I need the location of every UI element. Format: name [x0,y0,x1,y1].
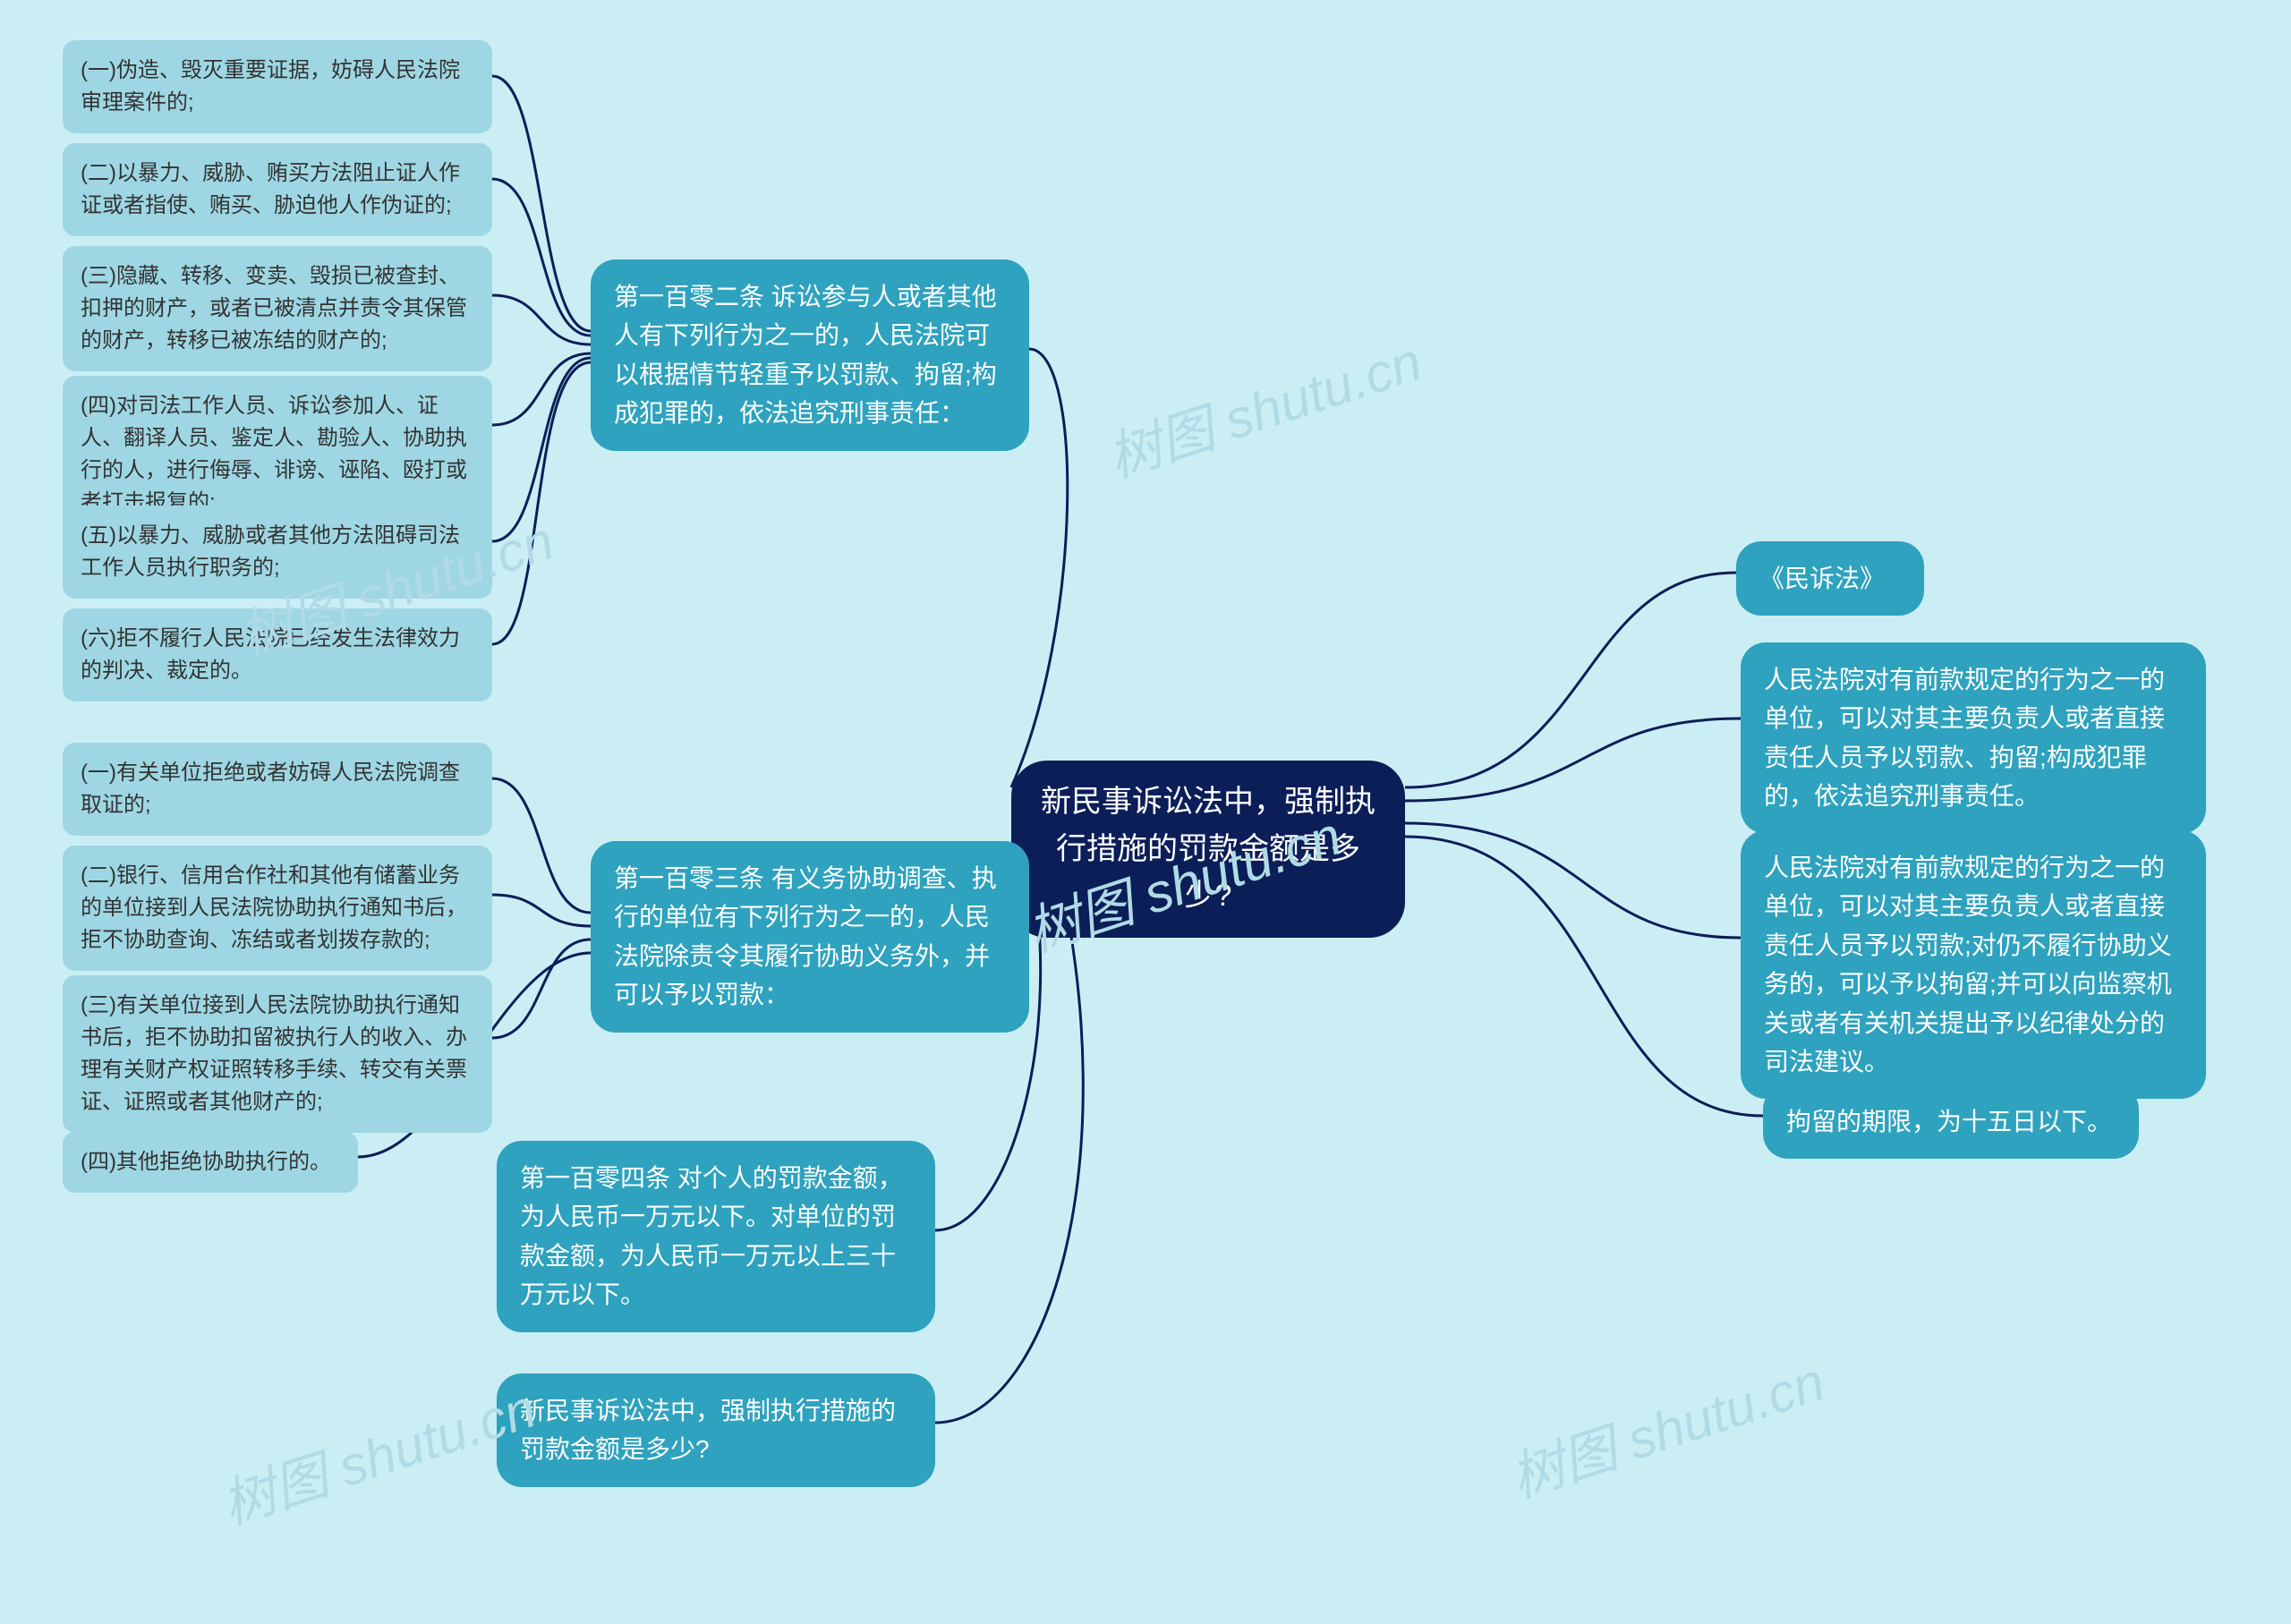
right-node-2-label: 人民法院对有前款规定的行为之一的单位，可以对其主要负责人或者直接责任人员予以罚款… [1764,848,2183,1081]
left-node-3[interactable]: 新民事诉讼法中，强制执行措施的罚款金额是多少? [497,1373,935,1487]
right-node-1-label: 人民法院对有前款规定的行为之一的单位，可以对其主要负责人或者直接责任人员予以罚款… [1764,660,2183,816]
center-node[interactable]: 新民事诉讼法中，强制执行措施的罚款金额是多少? [1011,761,1405,938]
leaf-l1-1-label: (二)以暴力、威胁、贿买方法阻止证人作证或者指使、贿买、胁迫他人作伪证的; [81,157,474,222]
right-node-3[interactable]: 拘留的期限，为十五日以下。 [1763,1084,2139,1159]
leaf-l1-4-label: (五)以暴力、威胁或者其他方法阻碍司法工作人员执行职务的; [81,520,474,584]
leaf-l1-0-label: (一)伪造、毁灭重要证据，妨碍人民法院审理案件的; [81,55,474,119]
right-node-2[interactable]: 人民法院对有前款规定的行为之一的单位，可以对其主要负责人或者直接责任人员予以罚款… [1741,830,2206,1099]
leaf-l2-2[interactable]: (三)有关单位接到人民法院协助执行通知书后，拒不协助扣留被执行人的收入、办理有关… [63,975,492,1133]
leaf-l1-5[interactable]: (六)拒不履行人民法院已经发生法律效力的判决、裁定的。 [63,608,492,701]
left-node-0[interactable]: 第一百零二条 诉讼参与人或者其他人有下列行为之一的，人民法院可以根据情节轻重予以… [591,259,1029,451]
leaf-l2-0[interactable]: (一)有关单位拒绝或者妨碍人民法院调查取证的; [63,743,492,836]
leaf-l2-1[interactable]: (二)银行、信用合作社和其他有储蓄业务的单位接到人民法院协助执行通知书后，拒不协… [63,846,492,971]
left-node-3-label: 新民事诉讼法中，强制执行措施的罚款金额是多少? [520,1391,912,1469]
leaf-l2-3-label: (四)其他拒绝协助执行的。 [81,1146,331,1178]
leaf-l1-0[interactable]: (一)伪造、毁灭重要证据，妨碍人民法院审理案件的; [63,40,492,133]
leaf-l2-1-label: (二)银行、信用合作社和其他有储蓄业务的单位接到人民法院协助执行通知书后，拒不协… [81,860,474,957]
leaf-l1-2-label: (三)隐藏、转移、变卖、毁损已被查封、扣押的财产，或者已被清点并责令其保管的财产… [81,260,474,357]
leaf-l1-1[interactable]: (二)以暴力、威胁、贿买方法阻止证人作证或者指使、贿买、胁迫他人作伪证的; [63,143,492,236]
leaf-l1-3-label: (四)对司法工作人员、诉讼参加人、证人、翻译人员、鉴定人、勘验人、协助执行的人，… [81,390,474,519]
left-node-0-label: 第一百零二条 诉讼参与人或者其他人有下列行为之一的，人民法院可以根据情节轻重予以… [614,277,1006,433]
left-node-1[interactable]: 第一百零三条 有义务协助调查、执行的单位有下列行为之一的，人民法院除责令其履行协… [591,841,1029,1033]
leaf-l1-5-label: (六)拒不履行人民法院已经发生法律效力的判决、裁定的。 [81,623,474,687]
left-node-2[interactable]: 第一百零四条 对个人的罚款金额，为人民币一万元以下。对单位的罚款金额，为人民币一… [497,1141,935,1332]
leaf-l1-4[interactable]: (五)以暴力、威胁或者其他方法阻碍司法工作人员执行职务的; [63,506,492,599]
right-node-0[interactable]: 《民诉法》 [1736,541,1924,616]
right-node-3-label: 拘留的期限，为十五日以下。 [1786,1102,2112,1141]
leaf-l2-3[interactable]: (四)其他拒绝协助执行的。 [63,1132,358,1193]
left-node-1-label: 第一百零三条 有义务协助调查、执行的单位有下列行为之一的，人民法院除责令其履行协… [614,859,1006,1015]
left-node-2-label: 第一百零四条 对个人的罚款金额，为人民币一万元以下。对单位的罚款金额，为人民币一… [520,1159,912,1314]
right-node-0-label: 《民诉法》 [1759,559,1885,598]
right-node-1[interactable]: 人民法院对有前款规定的行为之一的单位，可以对其主要负责人或者直接责任人员予以罚款… [1741,642,2206,834]
leaf-l1-2[interactable]: (三)隐藏、转移、变卖、毁损已被查封、扣押的财产，或者已被清点并责令其保管的财产… [63,246,492,371]
center-node-label: 新民事诉讼法中，强制执行措施的罚款金额是多少? [1035,778,1382,920]
leaf-l2-0-label: (一)有关单位拒绝或者妨碍人民法院调查取证的; [81,757,474,821]
leaf-l2-2-label: (三)有关单位接到人民法院协助执行通知书后，拒不协助扣留被执行人的收入、办理有关… [81,990,474,1118]
